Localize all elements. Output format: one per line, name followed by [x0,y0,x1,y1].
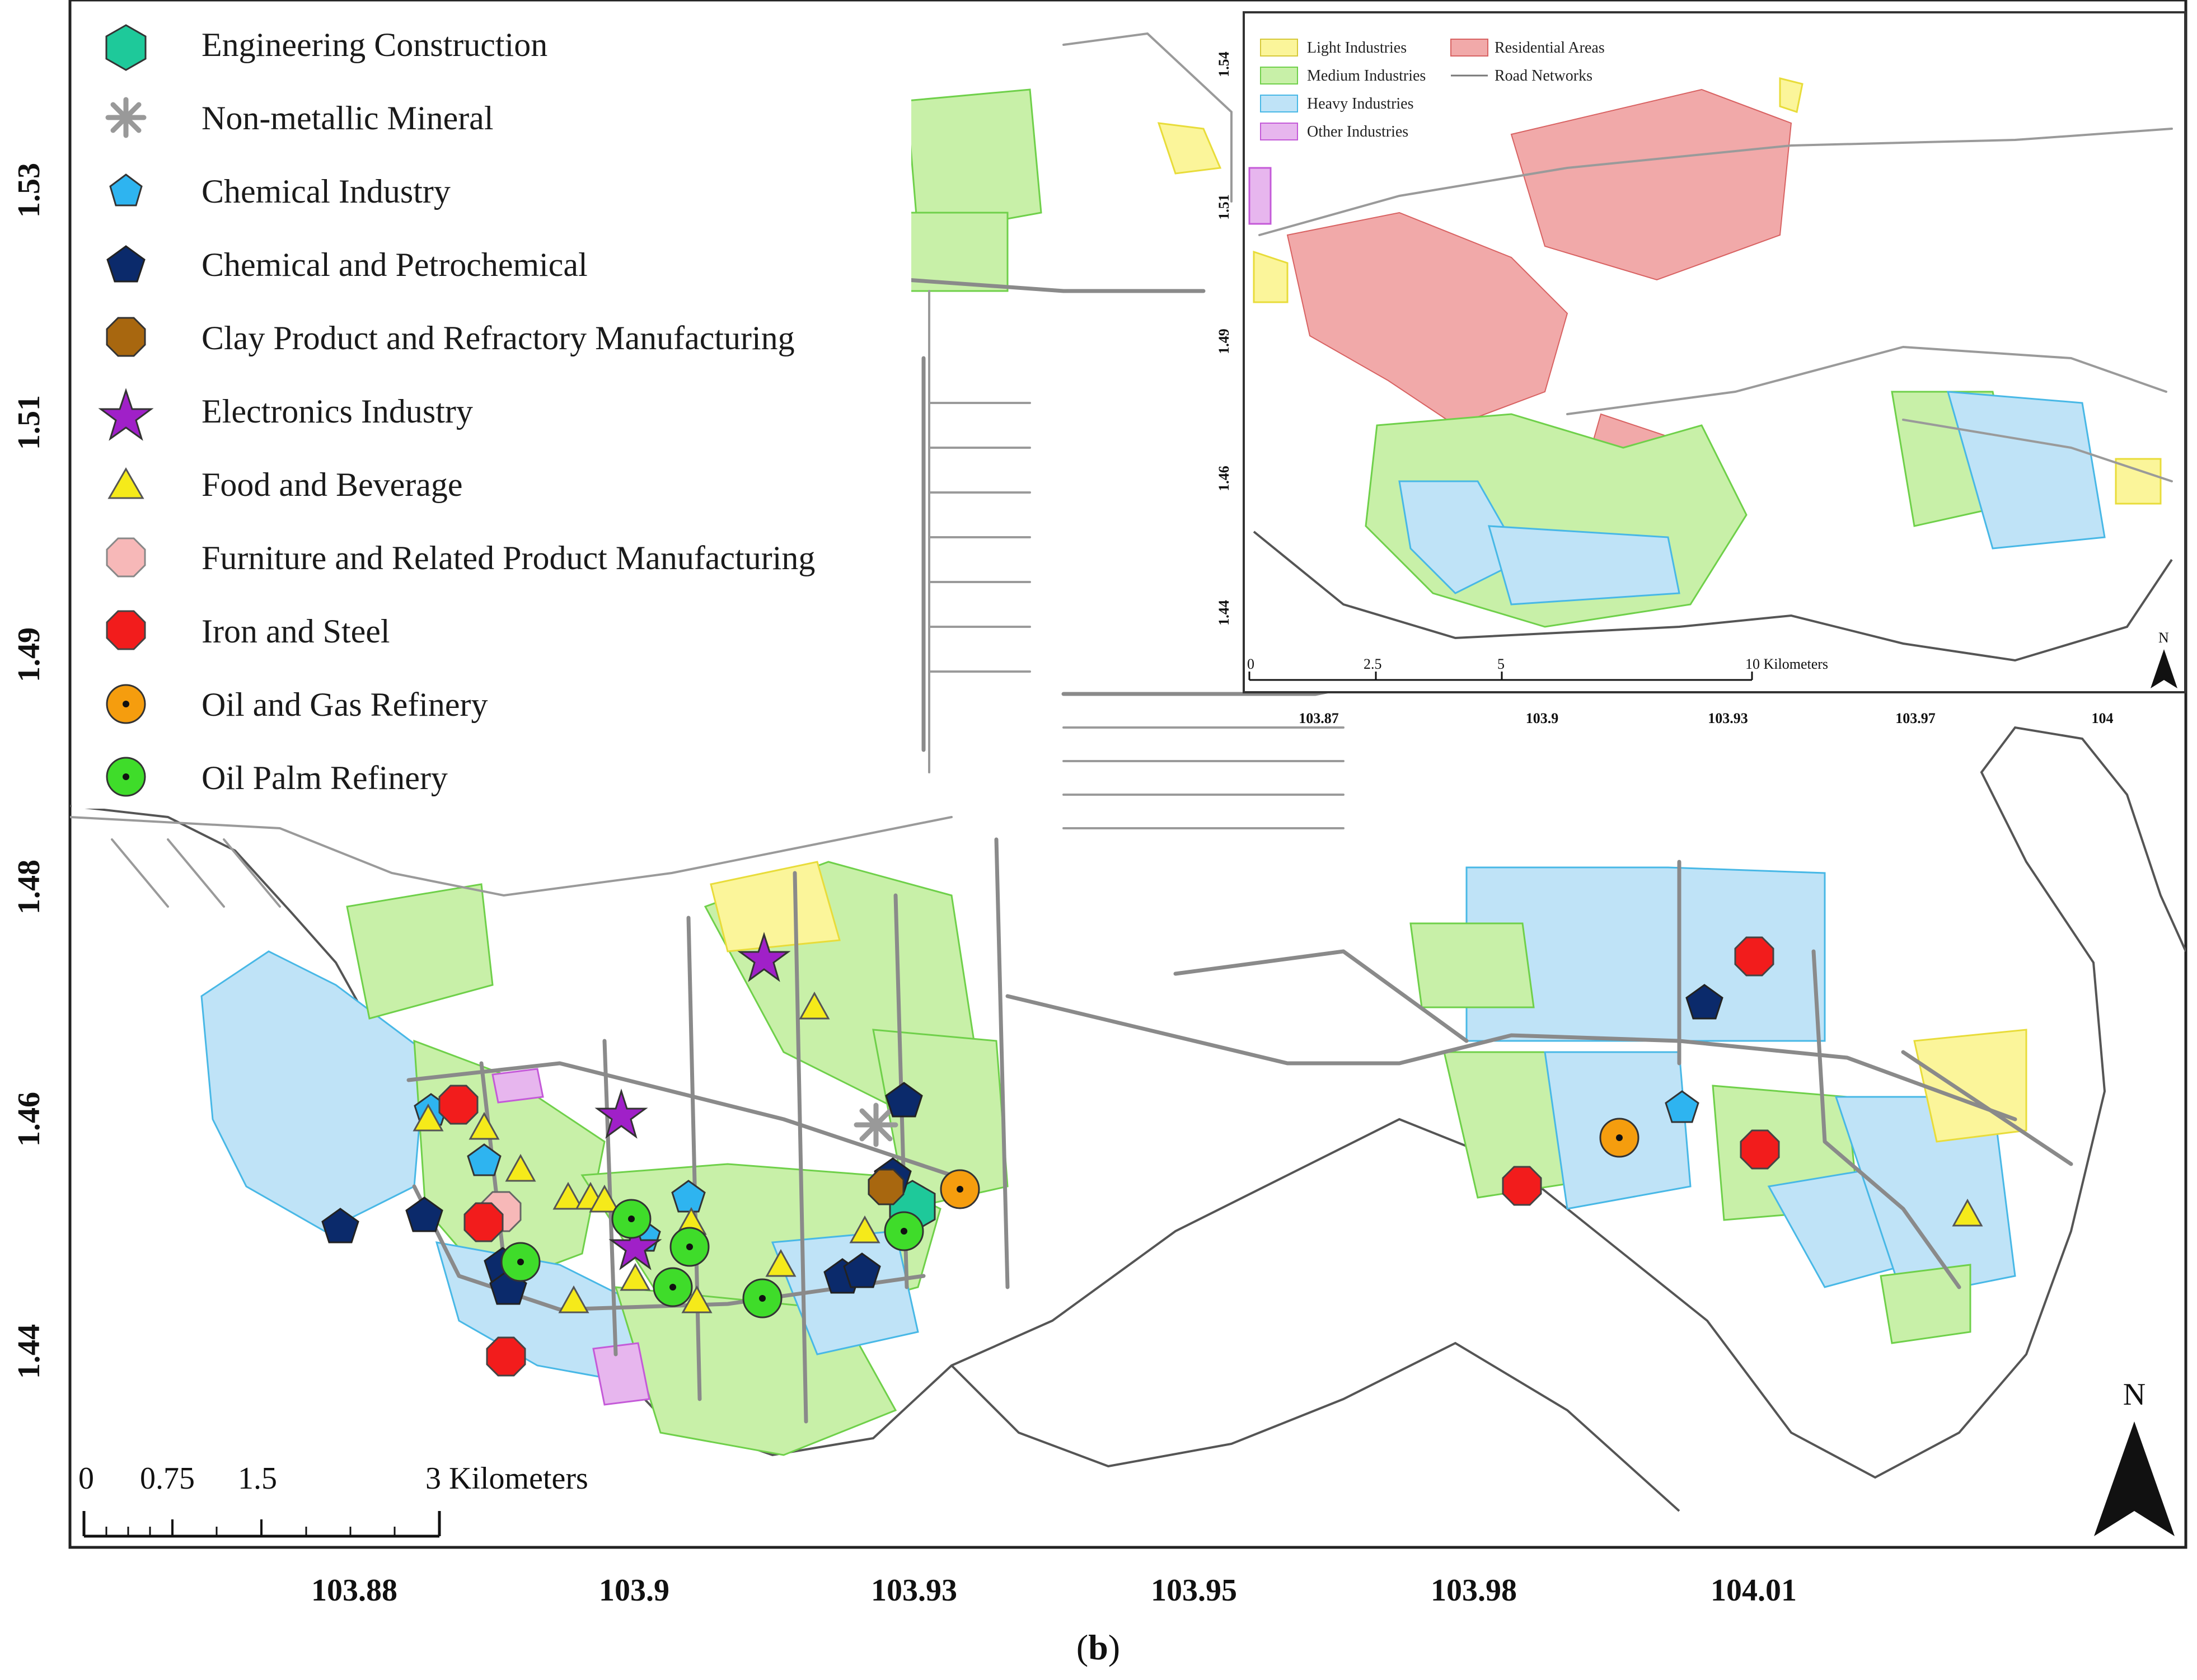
svg-text:103.9: 103.9 [1526,710,1559,726]
inset-scale-label-3: 10 Kilometers [1745,656,1828,672]
y-tick-2: 1.49 [12,627,46,682]
markers-iron-steel [438,936,1780,1377]
scale-label-075: 0.75 [140,1461,195,1496]
figure-caption: (b) [1076,1627,1120,1667]
y-tick-0: 1.53 [12,163,46,218]
x-tick-1: 103.9 [599,1573,669,1608]
x-tick-5: 104.01 [1711,1573,1797,1608]
markers-food-beverage [413,991,1983,1313]
legend-symbol-non-metallic-mineral [105,97,147,138]
svg-text:103.87: 103.87 [1299,710,1339,726]
y-tick-4: 1.46 [12,1092,46,1147]
north-arrow: N [2094,1377,2175,1536]
southern-shoreline [950,1341,1680,1512]
svg-text:N: N [2158,630,2169,646]
legend-symbol-electronics [98,388,154,441]
x-axis-ticks: 103.88 103.9 103.93 103.95 103.98 104.01 [311,1573,1797,1608]
scale-label-15: 1.5 [238,1461,277,1496]
inset-legend-light: Light Industries [1307,39,1407,57]
legend-label-iron-steel: Iron and Steel [202,613,390,650]
zone-polygons [200,88,2027,1456]
legend-symbol-furniture [106,537,146,578]
inset-scale-label-1: 2.5 [1364,656,1382,672]
legend-label-oil-palm-refinery: Oil Palm Refinery [202,759,448,796]
legend-label-oil-gas-refinery: Oil and Gas Refinery [202,686,488,723]
svg-text:1.46: 1.46 [1216,466,1232,491]
legend-symbol-chemical-industry [109,173,143,207]
inset-north-arrow: N [2151,630,2177,688]
x-tick-4: 103.98 [1431,1573,1517,1608]
svg-text:104: 104 [2092,710,2114,726]
inset-map: Light Industries Residential Areas Mediu… [1216,11,2186,726]
legend-symbol-food-beverage [107,467,144,499]
svg-text:1.44: 1.44 [1216,600,1232,626]
inset-y-ticks: 1.54 1.51 1.49 1.46 1.44 [1216,51,1232,626]
y-tick-1: 1.51 [12,395,46,450]
legend-symbol-iron-steel [106,610,146,650]
legend-label-engineering-construction: Engineering Construction [202,26,547,63]
legend-symbol-clay-product [106,317,146,357]
inset-legend-residential: Residential Areas [1495,39,1605,57]
legend-label-chemical-petrochemical: Chemical and Petrochemical [202,246,588,283]
x-tick-0: 103.88 [311,1573,397,1608]
legend-label-clay-product: Clay Product and Refractory Manufacturin… [202,320,795,356]
x-tick-3: 103.95 [1151,1573,1237,1608]
markers-chemical-industry [414,1090,1699,1252]
inset-scale-bar: 0 2.5 5 10 Kilometers [1247,656,1828,681]
inset-scale-label-0: 0 [1247,656,1254,672]
legend-label-furniture: Furniture and Related Product Manufactur… [202,539,815,576]
legend-label-non-metallic-mineral: Non-metallic Mineral [202,100,493,137]
scale-label-3km: 3 Kilometers [425,1461,588,1496]
markers-electronics [594,932,791,1270]
x-tick-2: 103.93 [871,1573,957,1608]
svg-text:1.49: 1.49 [1216,329,1232,354]
legend-label-food-beverage: Food and Beverage [202,466,463,503]
marker-clay-product [868,1169,905,1205]
legend-symbol-chemical-petrochemical [106,245,146,283]
scale-label-0: 0 [78,1461,94,1496]
inset-scale-label-2: 5 [1497,656,1505,672]
legend-label-electronics: Electronics Industry [202,393,473,430]
inset-legend-other: Other Industries [1307,123,1408,140]
inset-legend: Light Industries Residential Areas Mediu… [1260,39,1605,140]
map-legend: Engineering Construction Non-metallic Mi… [72,3,911,809]
svg-text:103.93: 103.93 [1708,710,1748,726]
legend-symbol-oil-palm-refinery [106,757,146,797]
markers-oil-gas-refinery [940,1118,1639,1209]
marker-non-metallic-mineral [854,1102,898,1147]
y-axis-ticks: 1.53 1.51 1.49 1.48 1.46 1.44 [12,163,46,1379]
industry-markers [321,932,1983,1377]
legend-symbol-engineering-construction [105,24,147,71]
inset-legend-roads: Road Networks [1495,67,1592,85]
scale-bar: 0 0.75 1.5 3 Kilometers [78,1461,588,1538]
y-tick-5: 1.44 [12,1324,46,1379]
legend-symbol-oil-gas-refinery [106,684,146,724]
svg-text:1.51: 1.51 [1216,194,1232,220]
svg-text:103.97: 103.97 [1895,710,1936,726]
inset-legend-heavy: Heavy Industries [1307,95,1414,112]
svg-text:1.54: 1.54 [1216,51,1232,77]
inset-x-ticks: 103.87 103.9 103.93 103.97 104 [1299,710,2113,726]
y-tick-3: 1.48 [12,860,46,914]
north-label: N [2123,1377,2146,1412]
inset-legend-medium: Medium Industries [1307,67,1426,85]
legend-label-chemical-industry: Chemical Industry [202,173,451,210]
markers-oil-palm-refinery [500,1199,924,1318]
